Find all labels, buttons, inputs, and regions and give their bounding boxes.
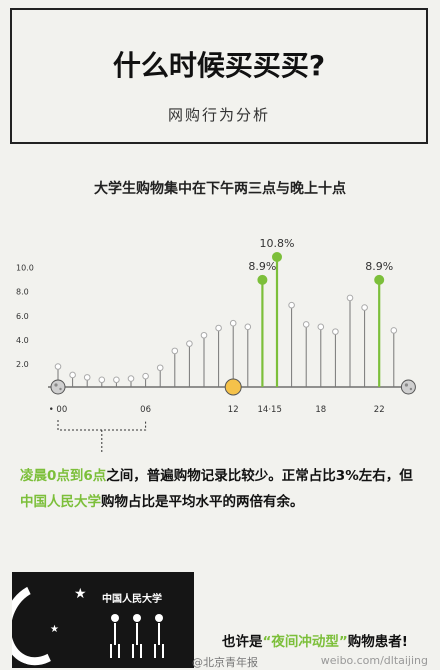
lollipop-head (229, 319, 237, 327)
lollipop-head (186, 340, 193, 347)
noon-sun-icon (224, 378, 242, 396)
midnight-marker-icon (50, 379, 66, 395)
page-title: 什么时候买买买? (112, 49, 326, 82)
x-tick-label: 14·15 (258, 405, 282, 415)
title-box: 什么时候买买买? 网购行为分析 (10, 8, 428, 144)
lollipop-head (156, 364, 164, 372)
lollipop-head (215, 324, 222, 332)
x-tick-label: 22 (374, 405, 385, 415)
x-tick-label: • 00 (49, 405, 68, 415)
student-figure-icon (108, 614, 122, 660)
star-icon: ★ (50, 624, 59, 635)
midnight-marker-crater (409, 387, 413, 391)
student-figure-icon (130, 614, 144, 660)
description-text: 凌晨0点到6点之间，普遍购物记录比较少。正常占比3%左右，但中国人民大学购物占比… (20, 463, 425, 515)
student-figures (108, 614, 178, 664)
highlight-school: 中国人民大学 (20, 494, 101, 510)
lollipop-head (83, 374, 91, 381)
lollipop-head (113, 376, 120, 384)
star-icon: ★ (74, 586, 87, 602)
y-tick-label: 10.0 (16, 264, 34, 273)
midnight-marker-crater (54, 383, 58, 387)
x-tick-label: 12 (228, 405, 239, 415)
lollipop-head (142, 372, 149, 380)
hourly-shopping-chart: 2.0 4.0 6.0 8.0 10.0 8.9% 10.8% 8.9% • 00 06 12 14·… (16, 237, 416, 452)
watermark-right: weibo.com/dltaijing (320, 654, 428, 667)
tagline-c: 购物患者! (347, 634, 408, 650)
night-range-bracket (57, 420, 147, 431)
data-label: 8.9% (248, 260, 276, 273)
description-mid: 之间，普遍购物记录比较少。正常占比3%左右，但 (106, 468, 413, 484)
lollipop-head (272, 252, 282, 262)
tagline: 也许是“夜间冲动型”购物患者! (222, 630, 408, 650)
x-tick-label: 18 (315, 405, 326, 415)
data-label: 10.8% (260, 237, 295, 250)
data-label: 8.9% (365, 260, 393, 273)
highlight-time-range: 凌晨0点到6点 (20, 468, 107, 484)
lollipop-head (361, 304, 368, 311)
lollipop-head (257, 274, 268, 285)
tagline-highlight: “夜间冲动型” (262, 634, 348, 650)
lollipop-head (54, 363, 62, 370)
lollipop-head (374, 274, 385, 285)
page-subtitle: 网购行为分析 (167, 106, 270, 124)
lollipop-head (288, 301, 295, 309)
chart-title: 大学生购物集中在下午两三点与晚上十点 (94, 181, 346, 197)
tagline-a: 也许是 (222, 634, 263, 650)
bottom-banner: ★ ★ 中国人民大学 也许是“夜间冲动型”购物患者! @北京青年报 weibo.… (12, 572, 428, 669)
watermark-left: @北京青年报 (192, 656, 258, 669)
student-figure-icon (152, 614, 166, 660)
description-end: 购物占比是平均水平的两倍有余。 (101, 494, 304, 510)
lollipop-head (98, 376, 106, 384)
lollipop-head (317, 323, 325, 331)
lollipop-head (302, 321, 310, 328)
lollipop-head (332, 328, 339, 335)
y-tick-label: 8.0 (16, 288, 29, 297)
y-tick-label: 2.0 (16, 360, 29, 369)
midnight-marker-icon (400, 379, 416, 395)
lollipop-head (127, 375, 135, 382)
lollipop-head (171, 347, 179, 355)
school-label: 中国人民大学 (102, 594, 162, 605)
y-tick-label: 4.0 (16, 336, 29, 345)
lollipop-head (244, 323, 252, 331)
y-tick-label: 6.0 (16, 312, 29, 321)
lollipop-head (69, 371, 76, 379)
lollipop-head (200, 331, 208, 339)
lollipop-head (390, 327, 398, 334)
midnight-marker-crater (404, 383, 408, 387)
midnight-marker-crater (59, 387, 62, 391)
lollipop-head (346, 294, 354, 302)
x-tick-label: 06 (140, 405, 151, 415)
night-illustration: ★ ★ 中国人民大学 (12, 572, 194, 668)
